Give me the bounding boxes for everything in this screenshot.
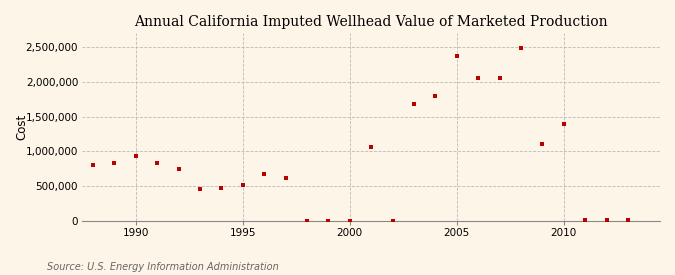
Point bbox=[216, 186, 227, 191]
Point bbox=[494, 75, 505, 80]
Point bbox=[366, 145, 377, 149]
Y-axis label: Cost: Cost bbox=[15, 114, 28, 140]
Point bbox=[152, 160, 163, 165]
Point bbox=[558, 122, 569, 127]
Text: Source: U.S. Energy Information Administration: Source: U.S. Energy Information Administ… bbox=[47, 262, 279, 272]
Point bbox=[472, 75, 483, 80]
Point bbox=[537, 142, 547, 147]
Title: Annual California Imputed Wellhead Value of Marketed Production: Annual California Imputed Wellhead Value… bbox=[134, 15, 608, 29]
Point bbox=[88, 163, 99, 167]
Point bbox=[344, 219, 355, 223]
Point bbox=[173, 167, 184, 171]
Point bbox=[238, 183, 248, 187]
Point bbox=[387, 219, 398, 223]
Point bbox=[130, 154, 141, 158]
Point bbox=[280, 176, 291, 180]
Point bbox=[302, 219, 313, 223]
Point bbox=[516, 45, 526, 50]
Point bbox=[408, 102, 419, 106]
Point bbox=[109, 161, 120, 166]
Point bbox=[452, 54, 462, 58]
Point bbox=[430, 94, 441, 98]
Point bbox=[259, 172, 269, 176]
Point bbox=[194, 187, 205, 191]
Point bbox=[622, 218, 633, 222]
Point bbox=[323, 219, 333, 223]
Point bbox=[580, 218, 591, 222]
Point bbox=[601, 218, 612, 222]
